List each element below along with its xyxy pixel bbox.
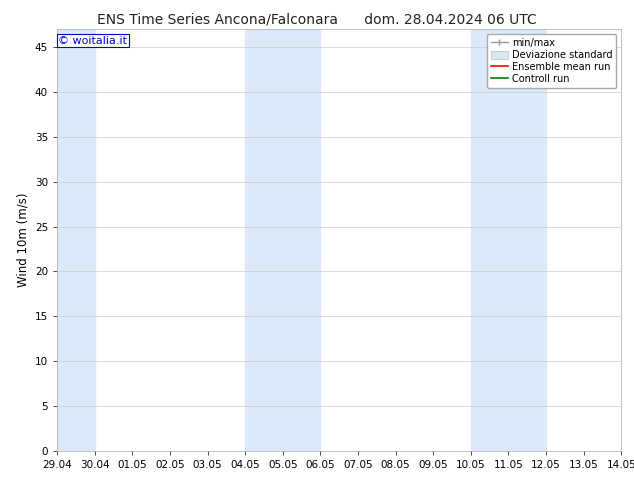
Y-axis label: Wind 10m (m/s): Wind 10m (m/s)	[16, 193, 29, 287]
Text: © woitalia.it: © woitalia.it	[58, 36, 127, 46]
Bar	[471, 29, 546, 451]
Bar	[57, 29, 94, 451]
Legend: min/max, Deviazione standard, Ensemble mean run, Controll run: min/max, Deviazione standard, Ensemble m…	[487, 34, 616, 88]
Text: ENS Time Series Ancona/Falconara      dom. 28.04.2024 06 UTC: ENS Time Series Ancona/Falconara dom. 28…	[97, 12, 537, 26]
Bar	[245, 29, 320, 451]
